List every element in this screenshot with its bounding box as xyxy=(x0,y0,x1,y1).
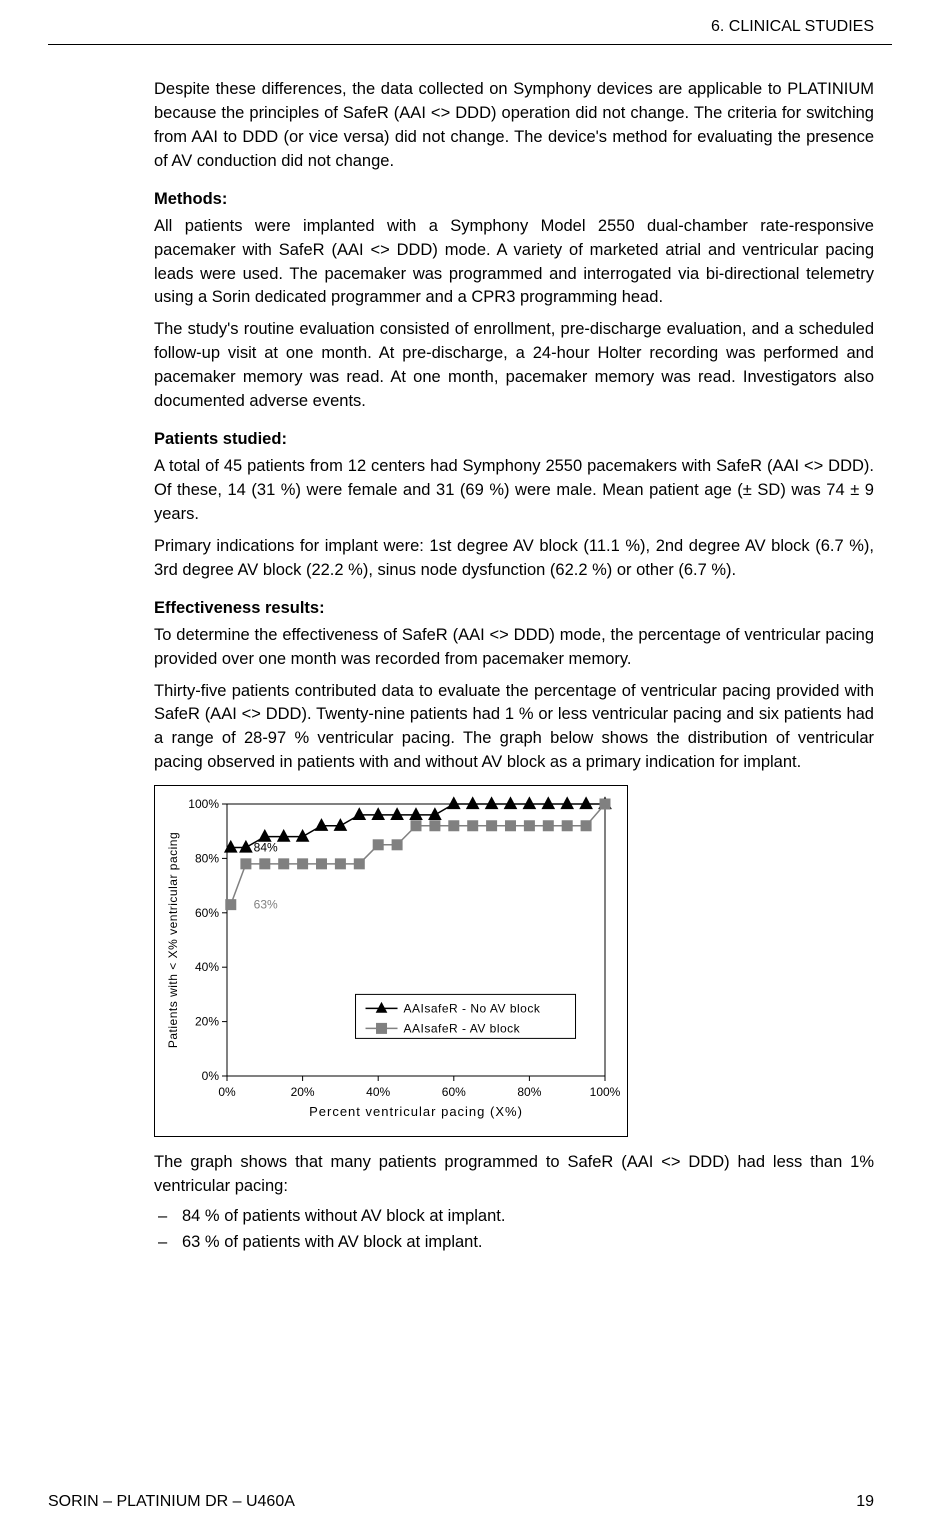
bullet-1: 84 % of patients without AV block at imp… xyxy=(154,1203,874,1229)
footer-page-number: 19 xyxy=(856,1493,874,1511)
ventricular-pacing-chart: 0% 20% 40% 60% 80% 100% 0% 20% 40% 60% 80% 100% Perc… xyxy=(155,786,629,1138)
methods-p1: All patients were implanted with a Symph… xyxy=(154,215,874,311)
svg-text:84%: 84% xyxy=(254,841,278,855)
svg-text:0%: 0% xyxy=(218,1085,236,1099)
heading-methods: Methods: xyxy=(154,190,874,209)
page: 6. CLINICAL STUDIES Despite these differ… xyxy=(0,0,940,1533)
footer-left: SORIN – PLATINIUM DR – U460A xyxy=(48,1493,295,1511)
effect-p2: Thirty-five patients contributed data to… xyxy=(154,680,874,776)
methods-p2: The study's routine evaluation consisted… xyxy=(154,318,874,414)
bullet-2: 63 % of patients with AV block at implan… xyxy=(154,1229,874,1255)
svg-text:AAIsafeR - AV block: AAIsafeR - AV block xyxy=(404,1022,521,1036)
heading-patients: Patients studied: xyxy=(154,430,874,449)
intro-paragraph: Despite these differences, the data coll… xyxy=(154,78,874,174)
header-rule xyxy=(48,44,892,45)
svg-text:60%: 60% xyxy=(195,906,219,920)
svg-text:40%: 40% xyxy=(366,1085,390,1099)
chart-border: 0% 20% 40% 60% 80% 100% 0% 20% 40% 60% 80% 100% Perc… xyxy=(154,785,628,1137)
svg-text:0%: 0% xyxy=(202,1069,220,1083)
svg-text:100%: 100% xyxy=(188,797,219,811)
patients-p1: A total of 45 patients from 12 centers h… xyxy=(154,455,874,527)
svg-text:80%: 80% xyxy=(195,852,219,866)
effect-p1: To determine the effectiveness of SafeR … xyxy=(154,624,874,672)
heading-effectiveness: Effectiveness results: xyxy=(154,599,874,618)
svg-text:60%: 60% xyxy=(442,1085,466,1099)
svg-text:20%: 20% xyxy=(291,1085,315,1099)
svg-text:AAIsafeR - No AV block: AAIsafeR - No AV block xyxy=(404,1002,541,1016)
header-section: 6. CLINICAL STUDIES xyxy=(711,18,874,36)
svg-text:80%: 80% xyxy=(517,1085,541,1099)
svg-text:Patients with < X% ventricular: Patients with < X% ventricular pacing xyxy=(166,832,180,1048)
chart-container: 0% 20% 40% 60% 80% 100% 0% 20% 40% 60% 80% 100% Perc… xyxy=(154,785,874,1137)
svg-text:63%: 63% xyxy=(254,898,278,912)
svg-text:Percent ventricular pacing (X%: Percent ventricular pacing (X%) xyxy=(309,1104,523,1119)
svg-text:100%: 100% xyxy=(590,1085,621,1099)
svg-text:40%: 40% xyxy=(195,960,219,974)
after-chart-paragraph: The graph shows that many patients progr… xyxy=(154,1151,874,1199)
svg-text:20%: 20% xyxy=(195,1015,219,1029)
patients-p2: Primary indications for implant were: 1s… xyxy=(154,535,874,583)
bullet-list: 84 % of patients without AV block at imp… xyxy=(154,1203,874,1256)
content: Despite these differences, the data coll… xyxy=(154,78,874,1256)
